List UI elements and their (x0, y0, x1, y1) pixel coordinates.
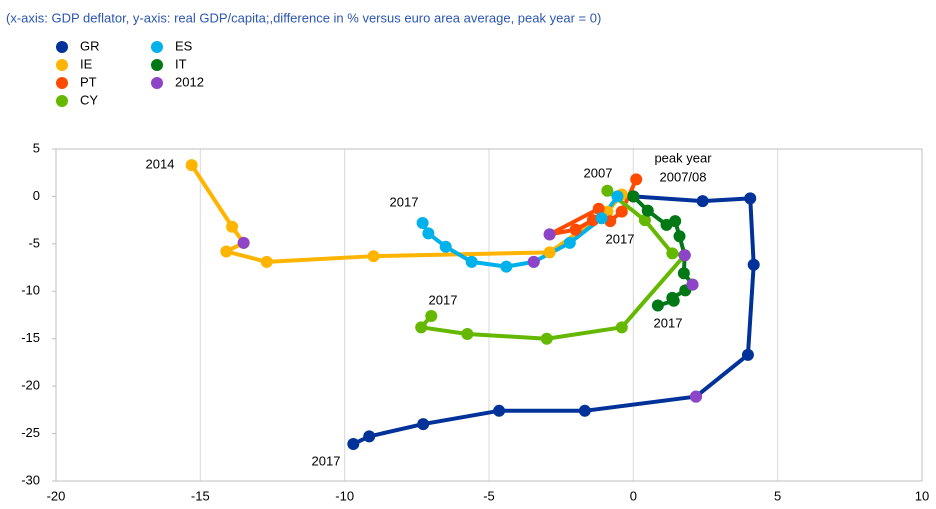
point (417, 418, 430, 431)
legend-marker (56, 59, 68, 71)
y-tick-label: 5 (33, 140, 40, 155)
y-tick-label: -30 (21, 472, 40, 487)
point (363, 430, 376, 443)
point (627, 190, 640, 203)
point (651, 299, 664, 312)
point (540, 332, 553, 345)
point (465, 255, 478, 268)
x-tick-label: -10 (335, 488, 354, 503)
legend-label: GR (80, 38, 100, 53)
annotation: 2017 (606, 231, 635, 246)
point (678, 249, 691, 262)
point (673, 230, 686, 243)
legend-label: PT (80, 74, 97, 89)
annotation: 2007/08 (660, 169, 707, 184)
point (439, 240, 452, 253)
point (741, 348, 754, 361)
point (601, 184, 614, 197)
point (592, 202, 605, 215)
annotation: peak year (654, 150, 712, 165)
point (367, 250, 380, 263)
point (543, 228, 556, 241)
point (416, 216, 429, 229)
point (347, 438, 360, 451)
annotation: 2014 (146, 156, 175, 171)
y-tick-label: -20 (21, 378, 40, 393)
point (667, 294, 680, 307)
point (611, 190, 624, 203)
point (638, 214, 651, 227)
point (686, 278, 699, 291)
legend-marker (151, 59, 163, 71)
legend-marker (151, 77, 163, 89)
chart-subtitle: (x-axis: GDP deflator, y-axis: real GDP/… (6, 10, 601, 25)
legend-label: 2012 (175, 74, 204, 89)
legend-marker (56, 77, 68, 89)
legend-label: IE (80, 56, 93, 71)
y-tick-label: -10 (21, 283, 40, 298)
annotation: 2007 (584, 165, 613, 180)
point (677, 267, 690, 280)
y-tick-label: -15 (21, 330, 40, 345)
annotation: 2017 (390, 194, 419, 209)
point (543, 246, 556, 259)
x-tick-label: -20 (47, 488, 66, 503)
legend-label: CY (80, 92, 98, 107)
point (185, 159, 198, 172)
y-tick-label: 0 (33, 188, 40, 203)
point (226, 220, 239, 233)
point (744, 192, 757, 205)
annotation: 2017 (654, 315, 683, 330)
point (595, 212, 608, 225)
point (578, 404, 591, 417)
point (500, 260, 513, 273)
point (641, 204, 654, 217)
y-tick-label: -5 (28, 235, 40, 250)
legend-marker (56, 95, 68, 107)
point (630, 173, 643, 186)
point (666, 247, 679, 260)
x-tick-label: 10 (915, 488, 929, 503)
x-tick-label: -5 (483, 488, 495, 503)
point (615, 205, 628, 218)
point (669, 215, 682, 228)
legend-marker (151, 41, 163, 53)
legend-marker (56, 41, 68, 53)
point (461, 327, 474, 340)
point (563, 236, 576, 249)
point (422, 227, 435, 240)
point (237, 236, 250, 249)
point (493, 404, 506, 417)
point (425, 309, 438, 322)
point (569, 223, 582, 236)
legend-label: ES (175, 38, 193, 53)
annotation: 2017 (429, 292, 458, 307)
point (747, 258, 760, 271)
x-tick-label: -15 (191, 488, 210, 503)
point (260, 255, 273, 268)
legend-label: IT (175, 56, 187, 71)
point (615, 321, 628, 334)
plot-border (55, 148, 923, 482)
point (696, 195, 709, 208)
point (220, 245, 233, 258)
point (689, 390, 702, 403)
annotation: 2017 (312, 453, 341, 468)
point (415, 321, 428, 334)
y-tick-label: -25 (21, 425, 40, 440)
point (527, 255, 540, 268)
x-tick-label: 0 (630, 488, 637, 503)
x-tick-label: 5 (774, 488, 781, 503)
